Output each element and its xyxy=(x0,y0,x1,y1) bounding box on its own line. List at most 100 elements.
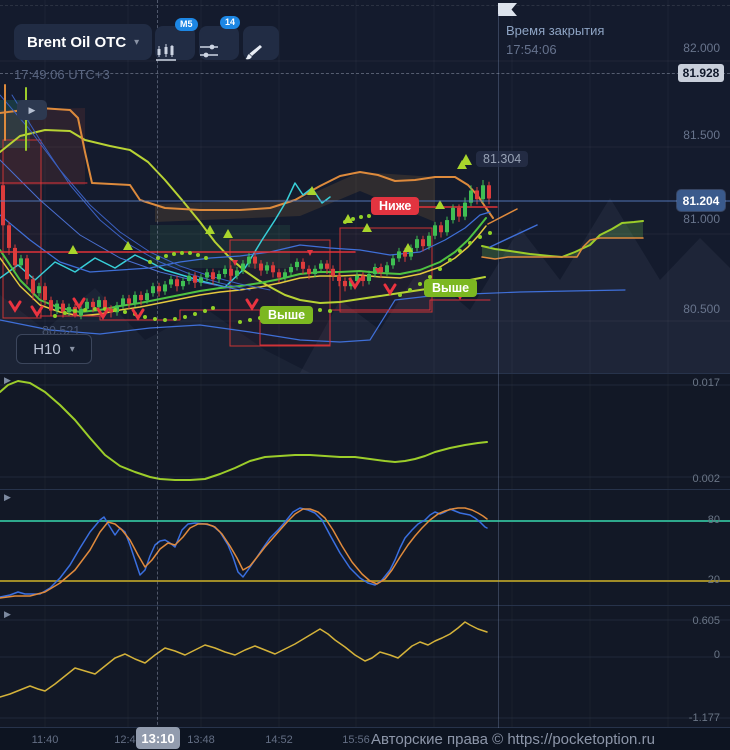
symbol-selector[interactable]: Brent Oil OTC ▾ xyxy=(14,24,153,60)
indicators-count-badge: 14 xyxy=(220,16,241,29)
buy-signal-triangle-icon xyxy=(403,243,413,252)
candle-body xyxy=(391,258,395,266)
sar-dot xyxy=(173,317,177,321)
senkou-b-left xyxy=(0,107,494,219)
panel-separator xyxy=(0,373,730,374)
sar-dot xyxy=(488,231,492,235)
copyright-text: Авторские права © https://pocketoption.r… xyxy=(371,731,655,748)
sell-signal-arrow-icon xyxy=(383,283,397,296)
buy-signal-triangle-icon xyxy=(223,229,233,238)
panel-expand-arrow[interactable]: ▶ xyxy=(4,375,11,385)
indicator-panel-2[interactable] xyxy=(0,489,730,605)
sar-dot xyxy=(408,288,412,292)
candle-body xyxy=(415,239,419,248)
buy-signal-triangle-icon xyxy=(123,241,133,250)
blue-lower-band xyxy=(0,289,626,343)
top-gridline xyxy=(0,5,730,6)
sar-dot xyxy=(163,318,167,322)
sar-dot xyxy=(164,254,168,258)
drawing-tools-button[interactable] xyxy=(243,26,279,60)
candle-body xyxy=(397,251,401,259)
panel-expand-arrow[interactable]: ▶ xyxy=(4,609,11,619)
chart-type-button[interactable] xyxy=(155,26,195,61)
candle-body xyxy=(385,265,389,273)
candle-body xyxy=(367,274,371,281)
candle-body xyxy=(49,300,53,311)
candle-body xyxy=(439,225,443,233)
timeframe-badge: M5 xyxy=(175,18,198,31)
sar-dot xyxy=(211,306,215,310)
sar-dot xyxy=(468,241,472,245)
sar-dot xyxy=(328,309,332,313)
candle-body xyxy=(295,261,299,268)
buy-signal-triangle-icon xyxy=(343,214,353,223)
play-arrow-icon: ▶ xyxy=(28,104,36,115)
indicators-button[interactable] xyxy=(199,26,239,60)
time-axis-label: 12:44 xyxy=(114,734,142,746)
candle-body xyxy=(109,308,113,313)
indicator-panel-1[interactable] xyxy=(0,373,730,489)
candle-body xyxy=(319,263,323,269)
expiry-info: Время закрытия 17:54:06 xyxy=(506,23,604,57)
candle-body xyxy=(427,235,431,247)
candle-body xyxy=(349,280,353,287)
candle-body xyxy=(37,286,41,294)
sar-dot xyxy=(188,251,192,255)
red-support-steps xyxy=(39,299,491,346)
sar-dot xyxy=(428,275,432,279)
candle-body xyxy=(91,301,95,308)
panel-background xyxy=(0,489,730,605)
candle-body xyxy=(259,263,263,271)
period-label: H10 xyxy=(33,340,61,358)
expiry-time: 17:54:06 xyxy=(506,42,557,57)
sell-dot-icon xyxy=(375,268,381,274)
price-axis-label: 80.500 xyxy=(683,302,720,316)
price-axis-label: 81.500 xyxy=(683,128,720,142)
ichimoku-cloud xyxy=(482,221,643,259)
expiry-label: Время закрытия xyxy=(506,23,605,38)
candle-body xyxy=(289,267,293,273)
buy-signal-triangle-icon xyxy=(362,223,372,232)
candle-body xyxy=(31,279,35,294)
candle-body xyxy=(469,190,473,203)
main-chart[interactable] xyxy=(0,0,730,373)
candle-body xyxy=(361,275,365,281)
candle-body xyxy=(421,239,425,247)
buy-signal-triangle-icon xyxy=(68,245,78,254)
panel-expand-arrow[interactable]: ▶ xyxy=(4,492,11,502)
sar-dot xyxy=(367,214,371,218)
candle-body xyxy=(355,275,359,281)
symbol-label: Brent Oil OTC xyxy=(27,33,127,51)
candle-body xyxy=(79,308,83,316)
period-selector[interactable]: H10 ▾ xyxy=(16,334,92,364)
chevron-down-icon: ▾ xyxy=(69,343,75,355)
server-clock: 17:49:06 UTC+3 xyxy=(14,67,110,82)
sar-dot xyxy=(83,308,87,312)
candle-body xyxy=(265,265,269,271)
candle-body xyxy=(409,247,413,257)
mountain-watermark xyxy=(300,198,730,373)
candle-body xyxy=(301,261,305,269)
candle-body xyxy=(151,286,155,294)
candle-body xyxy=(103,300,107,309)
price-axis-label: 82.000 xyxy=(683,41,720,55)
candle-body xyxy=(283,272,287,278)
panel-scale-label: 80 xyxy=(707,514,720,526)
blue-desc-a xyxy=(0,94,271,291)
time-axis-label: 13:48 xyxy=(187,734,215,746)
sar-dot xyxy=(398,293,402,297)
candle-body xyxy=(43,286,47,301)
panel-separator xyxy=(0,727,730,728)
rsi-slow xyxy=(0,507,488,599)
sar-dot xyxy=(73,309,77,313)
sar-dot xyxy=(238,320,242,324)
candle-body xyxy=(187,275,191,281)
sell-signal-arrow-icon xyxy=(131,308,145,321)
collapse-button[interactable]: ▶ xyxy=(17,100,47,120)
candle-body xyxy=(175,279,179,287)
candle-body xyxy=(253,256,257,264)
candle-body xyxy=(277,272,281,278)
chevron-down-icon: ▾ xyxy=(134,36,140,48)
indicator-panel-3[interactable] xyxy=(0,605,730,727)
panel-scale-label: 0.002 xyxy=(692,473,720,485)
